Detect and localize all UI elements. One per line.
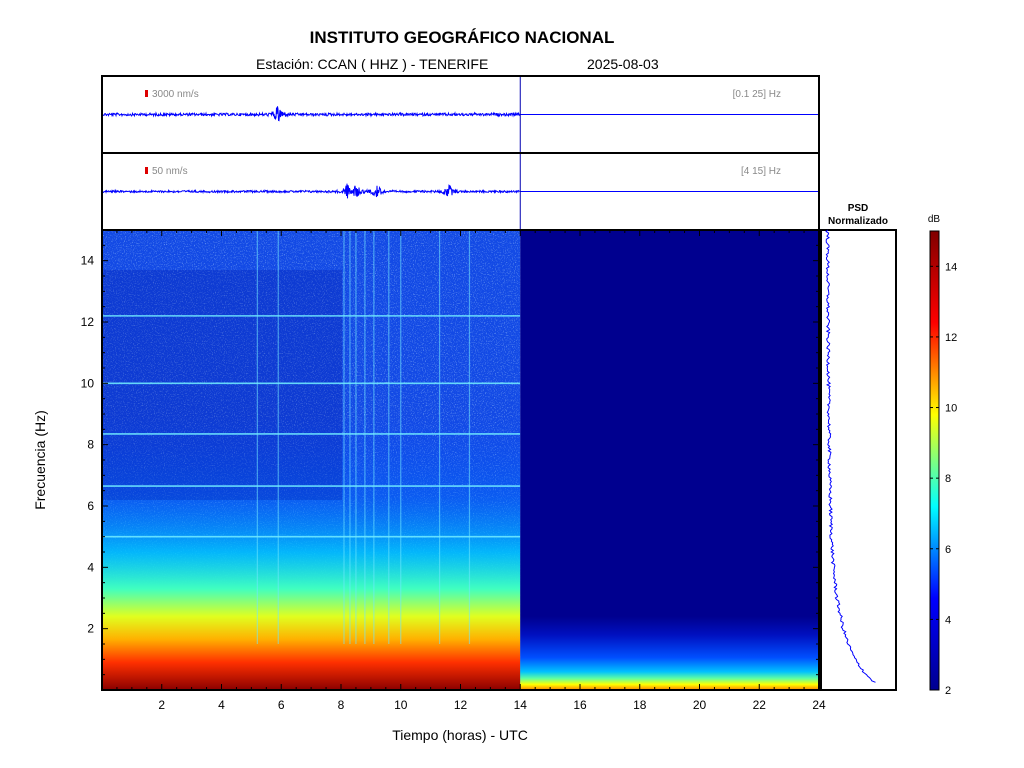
colorbar-tick-label: 2 (945, 685, 951, 697)
x-tick-label: 16 (573, 698, 587, 712)
seismogram-filtered-trace (101, 183, 521, 199)
x-tick-label: 8 (338, 698, 345, 712)
y-tick-label: 12 (81, 315, 95, 329)
colorbar-tick-label: 10 (945, 403, 957, 415)
psd-frame (820, 229, 897, 691)
seismogram-broadband-scale-bar (145, 90, 148, 97)
spectrogram-no-data (520, 230, 819, 690)
spectrogram-lowfreq-energy (102, 230, 521, 690)
seismogram-filtered-band-label: [4 15] Hz (741, 166, 781, 177)
x-tick-label: 6 (278, 698, 285, 712)
x-tick-label: 2 (158, 698, 165, 712)
x-axis-label: Tiempo (horas) - UTC (392, 727, 528, 743)
colorbar-tick-label: 8 (945, 473, 951, 485)
date-label: 2025-08-03 (587, 56, 659, 72)
colorbar-tick-label: 4 (945, 614, 951, 626)
x-tick-label: 20 (693, 698, 707, 712)
seismogram-broadband-trace (101, 106, 521, 122)
page-title: INSTITUTO GEOGRÁFICO NACIONAL (309, 28, 615, 47)
colorbar-tick-label: 12 (945, 332, 957, 344)
psd-title-line2: Normalizado (828, 216, 888, 227)
colorbar-tick-label: 6 (945, 544, 951, 556)
x-tick-label: 18 (633, 698, 647, 712)
spectrogram-quiet-region (102, 270, 342, 500)
seismogram-filtered-scale-label: 50 nm/s (152, 166, 188, 177)
colorbar-tick-label: 14 (945, 261, 957, 273)
spectrogram-plot (102, 230, 819, 690)
x-tick-label: 4 (218, 698, 225, 712)
psd-trace (825, 229, 876, 683)
x-tick-label: 24 (812, 698, 826, 712)
x-tick-label: 22 (753, 698, 767, 712)
x-tick-label: 14 (514, 698, 528, 712)
y-tick-label: 2 (87, 622, 94, 636)
x-tick-label: 10 (394, 698, 408, 712)
colorbar-label: dB (928, 214, 941, 225)
seismogram-filtered-scale-bar (145, 167, 148, 174)
y-tick-label: 4 (87, 560, 94, 574)
seismogram-broadband-scale-label: 3000 nm/s (152, 89, 199, 100)
psd-title-line1: PSD (848, 203, 869, 214)
colorbar (929, 230, 940, 691)
station-label: Estación: CCAN ( HHZ ) - TENERIFE (256, 56, 489, 72)
y-axis-label: Frecuencia (Hz) (32, 410, 48, 510)
seismogram-broadband-band-label: [0.1 25] Hz (733, 89, 781, 100)
y-tick-label: 6 (87, 499, 94, 513)
y-tick-label: 8 (87, 438, 94, 452)
y-tick-label: 10 (81, 376, 95, 390)
x-tick-label: 12 (454, 698, 468, 712)
y-tick-label: 14 (81, 254, 95, 268)
